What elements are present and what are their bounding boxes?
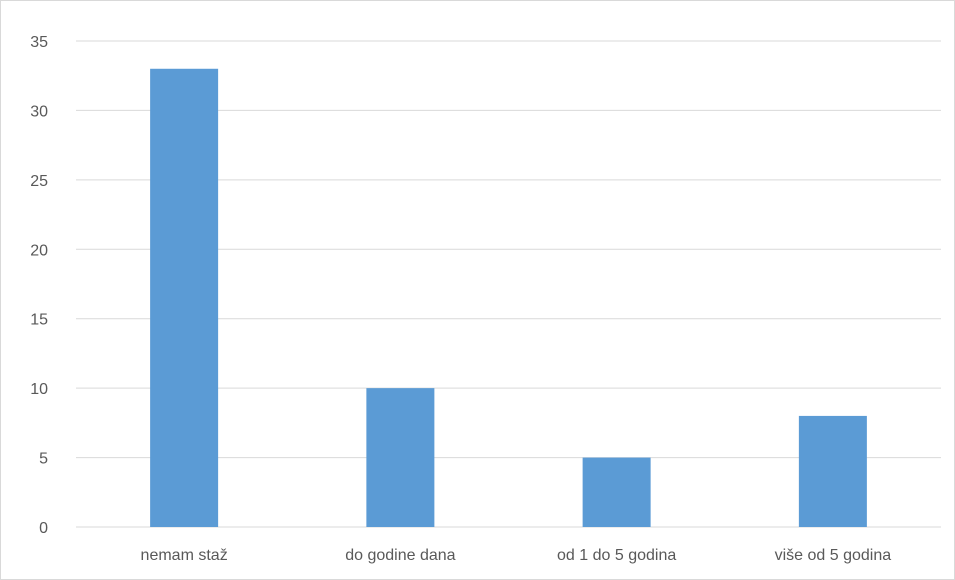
- y-axis-tick-labels: 0 5 10 15 20 25 30 35: [30, 34, 48, 537]
- bar-3: [798, 415, 867, 527]
- y-tick-label: 5: [39, 451, 48, 468]
- x-axis-category-labels: nemam staž do godine dana od 1 do 5 godina…: [141, 547, 892, 564]
- y-tick-label: 10: [30, 381, 48, 398]
- x-category-label: nemam staž: [141, 547, 228, 564]
- y-tick-label: 15: [30, 312, 48, 329]
- x-category-label: od 1 do 5 godina: [557, 547, 676, 564]
- y-tick-label: 20: [30, 242, 48, 259]
- y-tick-label: 25: [30, 173, 48, 190]
- y-tick-label: 35: [30, 34, 48, 51]
- bar-2: [582, 457, 651, 527]
- gridlines: [76, 40, 941, 528]
- bar-1: [366, 388, 435, 527]
- y-tick-label: 0: [39, 520, 48, 537]
- bar-0: [150, 68, 219, 528]
- x-category-label: više od 5 godina: [775, 547, 892, 564]
- y-tick-label: 30: [30, 103, 48, 120]
- bars: [150, 68, 867, 528]
- x-category-label: do godine dana: [345, 547, 455, 564]
